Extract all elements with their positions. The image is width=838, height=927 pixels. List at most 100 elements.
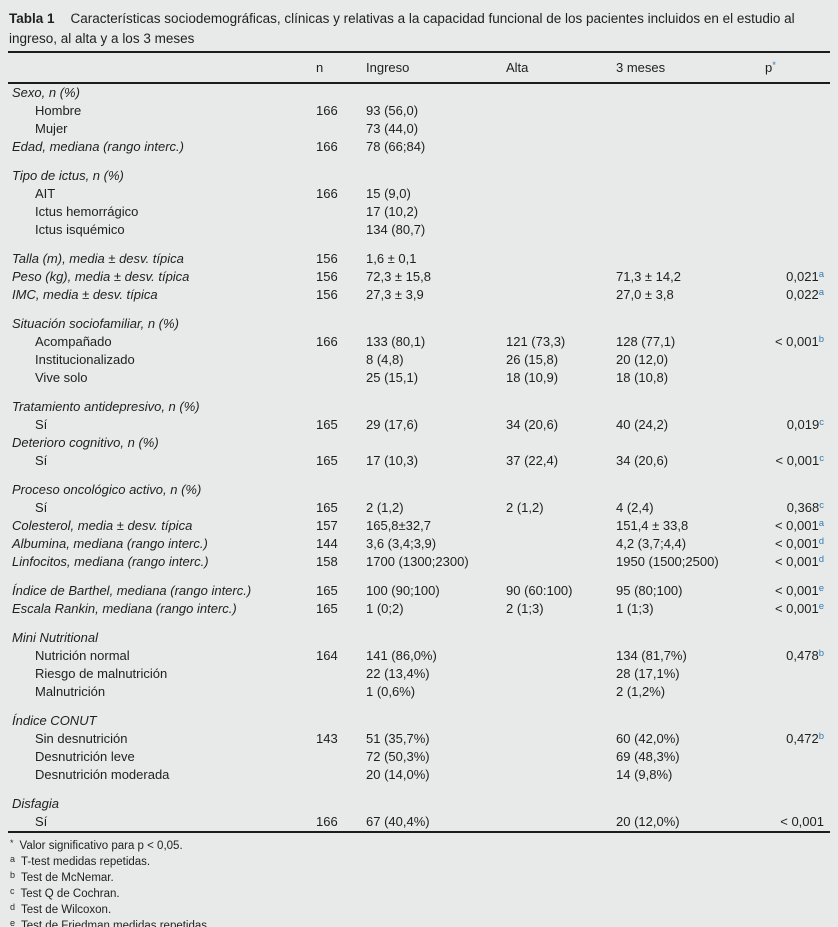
cell-p bbox=[740, 185, 830, 203]
cell-n: 164 bbox=[316, 648, 338, 663]
row-label: Hombre bbox=[35, 103, 82, 118]
row-label: Ictus hemorrágico bbox=[35, 204, 139, 219]
row-label: Sí bbox=[35, 500, 48, 515]
cell-3meses: 71,3 ± 14,2 bbox=[616, 269, 681, 284]
cell-p: 0,022a bbox=[740, 286, 830, 304]
cell-n bbox=[300, 470, 356, 499]
cell-n: 166 bbox=[316, 334, 338, 349]
cell-3meses: 4 (2,4) bbox=[616, 500, 654, 515]
footnote-marker: a bbox=[10, 854, 16, 864]
table-number: Tabla 1 bbox=[9, 11, 55, 26]
cell-ingreso: 8 (4,8) bbox=[366, 352, 404, 367]
p-superscript: e bbox=[818, 601, 824, 612]
table-row: Hombre 166 93 (56,0) bbox=[8, 102, 830, 120]
cell-n bbox=[300, 748, 356, 766]
cell-ingreso bbox=[356, 470, 496, 499]
cell-ingreso: 22 (13,4%) bbox=[366, 666, 430, 681]
cell-ingreso: 1700 (1300;2300) bbox=[366, 554, 469, 569]
cell-alta bbox=[496, 701, 608, 730]
cell-p: < 0,001a bbox=[740, 517, 830, 535]
table-row: Sí 166 67 (40,4%) 20 (12,0%) < 0,001 bbox=[8, 813, 830, 832]
row-label: Disfagia bbox=[12, 796, 59, 811]
cell-p bbox=[740, 138, 830, 156]
cell-alta bbox=[496, 784, 608, 813]
row-label: Sí bbox=[35, 453, 48, 468]
row-label: Sí bbox=[35, 417, 48, 432]
cell-n bbox=[300, 701, 356, 730]
cell-3meses bbox=[608, 470, 740, 499]
cell-alta bbox=[496, 665, 608, 683]
row-label: Nutrición normal bbox=[35, 648, 130, 663]
p-superscript: b bbox=[818, 731, 824, 742]
footnote-text: Valor significativo para p < 0,05. bbox=[19, 840, 183, 852]
footnote-marker: d bbox=[10, 902, 16, 912]
row-label: Índice de Barthel, mediana (rango interc… bbox=[12, 583, 252, 598]
cell-3meses bbox=[608, 156, 740, 185]
row-label: Linfocitos, mediana (rango interc.) bbox=[12, 554, 209, 569]
table-row: Disfagia bbox=[8, 784, 830, 813]
p-superscript: d bbox=[818, 536, 824, 547]
cell-alta bbox=[496, 120, 608, 138]
cell-3meses: 34 (20,6) bbox=[616, 453, 669, 468]
table-row: Talla (m), media ± desv. típica 156 1,6 ± … bbox=[8, 239, 830, 268]
footnote: e Test de Friedman medidas repetidas. bbox=[10, 918, 830, 927]
table-row: Índice de Barthel, mediana (rango interc… bbox=[8, 571, 830, 600]
p-value: 0,368 bbox=[786, 500, 820, 515]
p-superscript: a bbox=[818, 518, 824, 529]
cell-n bbox=[300, 221, 356, 239]
header-parameter bbox=[8, 51, 300, 84]
cell-n bbox=[300, 784, 356, 813]
footnote-marker: e bbox=[10, 918, 16, 927]
cell-ingreso: 20 (14,0%) bbox=[366, 767, 430, 782]
p-value: < 0,001 bbox=[774, 518, 819, 533]
cell-n: 165 bbox=[316, 417, 338, 432]
table-row: Sin desnutrición 143 51 (35,7%) 60 (42,0%) 0… bbox=[8, 730, 830, 748]
cell-p: 0,019c bbox=[740, 416, 830, 434]
table-row: Deterioro cognitivo, n (%) bbox=[8, 434, 830, 452]
header-p-label: p bbox=[765, 60, 773, 75]
cell-ingreso: 73 (44,0) bbox=[366, 121, 419, 136]
p-superscript: b bbox=[818, 648, 824, 659]
row-label: Escala Rankin, mediana (rango interc.) bbox=[12, 601, 237, 616]
cell-ingreso bbox=[356, 701, 496, 730]
footnote-text: Test de McNemar. bbox=[21, 872, 114, 884]
cell-p bbox=[740, 665, 830, 683]
cell-3meses: 27,0 ± 3,8 bbox=[616, 287, 674, 302]
cell-p bbox=[740, 369, 830, 387]
row-label: Peso (kg), media ± desv. típica bbox=[12, 269, 190, 284]
cell-ingreso bbox=[356, 434, 496, 452]
p-value: < 0,001 bbox=[774, 583, 819, 598]
cell-p: < 0,001e bbox=[740, 600, 830, 618]
cell-ingreso: 72 (50,3%) bbox=[366, 749, 430, 764]
footnotes: * Valor significativo para p < 0,05. a T-te… bbox=[10, 838, 830, 927]
cell-alta bbox=[496, 239, 608, 268]
table-caption-text: Características sociodemográficas, clíni… bbox=[9, 11, 795, 46]
cell-alta bbox=[496, 268, 608, 286]
table-row: Nutrición normal 164 141 (86,0%) 134 (81,7%… bbox=[8, 647, 830, 665]
cell-ingreso: 17 (10,3) bbox=[366, 453, 419, 468]
cell-n bbox=[300, 683, 356, 701]
cell-n bbox=[300, 156, 356, 185]
table-row: Colesterol, media ± desv. típica 157 165,8… bbox=[8, 517, 830, 535]
cell-alta bbox=[496, 203, 608, 221]
row-label: Desnutrición leve bbox=[35, 749, 135, 764]
p-superscript: a bbox=[818, 287, 824, 298]
cell-3meses: 28 (17,1%) bbox=[616, 666, 680, 681]
header-n: n bbox=[300, 51, 356, 84]
cell-3meses bbox=[608, 387, 740, 416]
footnote-text: Test de Friedman medidas repetidas. bbox=[21, 920, 211, 927]
cell-p: 0,368c bbox=[740, 499, 830, 517]
cell-3meses bbox=[608, 784, 740, 813]
p-superscript: c bbox=[819, 500, 824, 511]
cell-p bbox=[740, 102, 830, 120]
cell-p bbox=[740, 304, 830, 333]
cell-ingreso: 15 (9,0) bbox=[366, 186, 411, 201]
footnote-marker: * bbox=[10, 838, 14, 848]
row-label: Sexo, n (%) bbox=[12, 85, 80, 100]
row-label: Desnutrición moderada bbox=[35, 767, 170, 782]
table-row: Situación sociofamiliar, n (%) bbox=[8, 304, 830, 333]
cell-p bbox=[740, 156, 830, 185]
cell-3meses: 134 (81,7%) bbox=[616, 648, 687, 663]
cell-n: 157 bbox=[316, 518, 338, 533]
cell-p bbox=[740, 470, 830, 499]
